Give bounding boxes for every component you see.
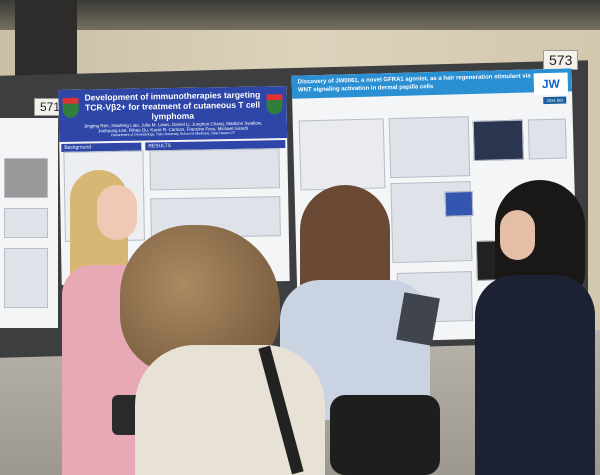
crest-icon [266, 94, 283, 115]
poster-title: Development of immunotherapies targeting… [84, 89, 261, 122]
person-curly-haired-woman [115, 225, 330, 475]
logo-text: JW [541, 76, 561, 92]
poster-figure [472, 119, 524, 161]
badge: 2024 SID [543, 96, 567, 105]
poster-title: Discovery of JW0061, a novel GFRA1 agoni… [297, 73, 531, 94]
board-number-573: 573 [543, 50, 579, 70]
poster-figure [149, 148, 281, 191]
poster-figure [4, 248, 48, 308]
board-number-571: 571 [34, 98, 67, 116]
poster-figure [388, 116, 471, 179]
poster-figure [527, 118, 567, 160]
person-dark-haired-woman [460, 180, 595, 475]
poster-text-block [298, 118, 386, 191]
handbag [330, 395, 440, 475]
poster-far-left [0, 118, 58, 328]
tablet [396, 292, 440, 346]
jw-logo: JW [533, 72, 569, 96]
poster-header: Development of immunotherapies targeting… [58, 86, 288, 142]
poster-figure [4, 208, 48, 238]
crest-icon [62, 97, 79, 118]
poster-figure [4, 158, 48, 198]
